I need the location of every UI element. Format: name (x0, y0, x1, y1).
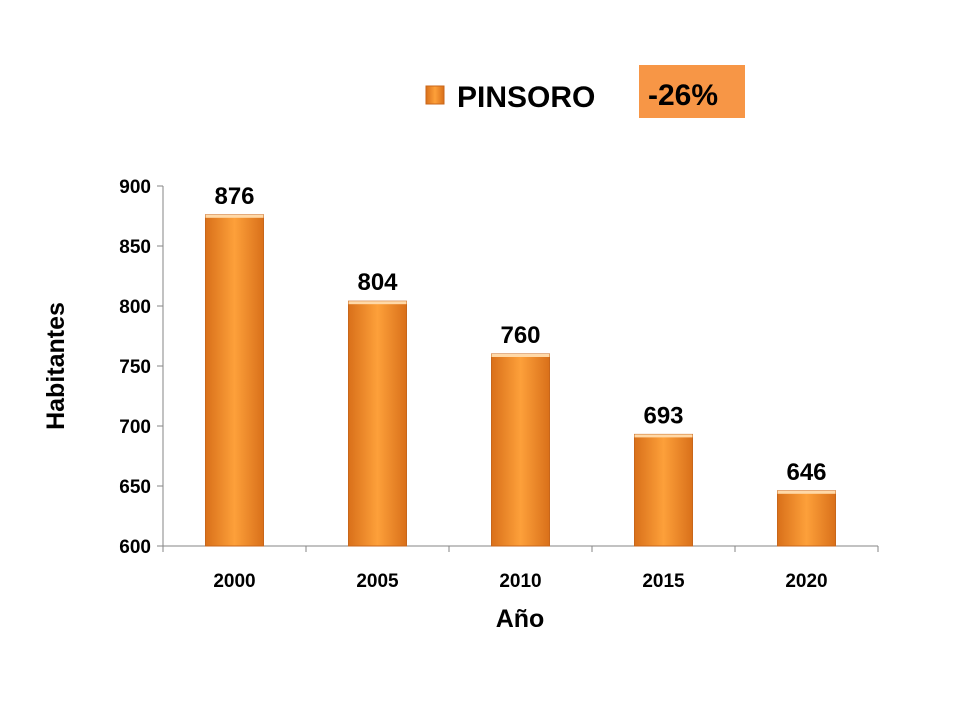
data-label: 646 (786, 459, 826, 486)
x-tick-label: 2005 (356, 571, 399, 592)
y-tick-label: 600 (119, 537, 151, 558)
data-label: 876 (214, 183, 254, 210)
y-tick-label: 800 (119, 297, 151, 318)
badge-text: -26% (648, 79, 718, 112)
x-tick-label: 2010 (499, 571, 541, 592)
y-axis-ticks: 600 650 700 750 800 850 900 (119, 177, 163, 558)
bar-top-highlight (348, 301, 407, 305)
bar-top-highlight (634, 434, 693, 438)
data-label: 693 (643, 402, 683, 429)
legend-label: PINSORO (457, 81, 595, 114)
y-tick-label: 700 (119, 417, 151, 438)
bars: 876 804 760 693 646 (205, 183, 836, 547)
bar-top-highlight (491, 354, 550, 357)
data-label: 760 (500, 322, 540, 349)
x-tick-label: 2000 (213, 571, 255, 592)
y-axis-title: Habitantes (42, 302, 70, 430)
x-axis-title: Año (496, 605, 545, 633)
data-label: 804 (357, 269, 398, 296)
bar-top-highlight (205, 214, 264, 218)
bar (348, 300, 407, 547)
y-tick-label: 850 (119, 237, 151, 258)
legend-swatch (425, 85, 445, 105)
legend: PINSORO (425, 81, 595, 114)
x-tick-label: 2020 (785, 571, 827, 592)
bar (777, 490, 836, 547)
bar-top-highlight (777, 490, 836, 494)
y-tick-label: 900 (119, 177, 151, 198)
badge-background (639, 65, 745, 118)
y-tick-label: 650 (119, 477, 151, 498)
bar (205, 214, 264, 547)
bar (634, 433, 693, 547)
y-tick-label: 750 (119, 357, 151, 378)
x-axis-ticks: 2000 2005 2010 2015 2020 (162, 546, 879, 592)
bar (491, 353, 550, 547)
percent-change-badge: -26% (639, 65, 745, 118)
x-tick-label: 2015 (642, 571, 685, 592)
